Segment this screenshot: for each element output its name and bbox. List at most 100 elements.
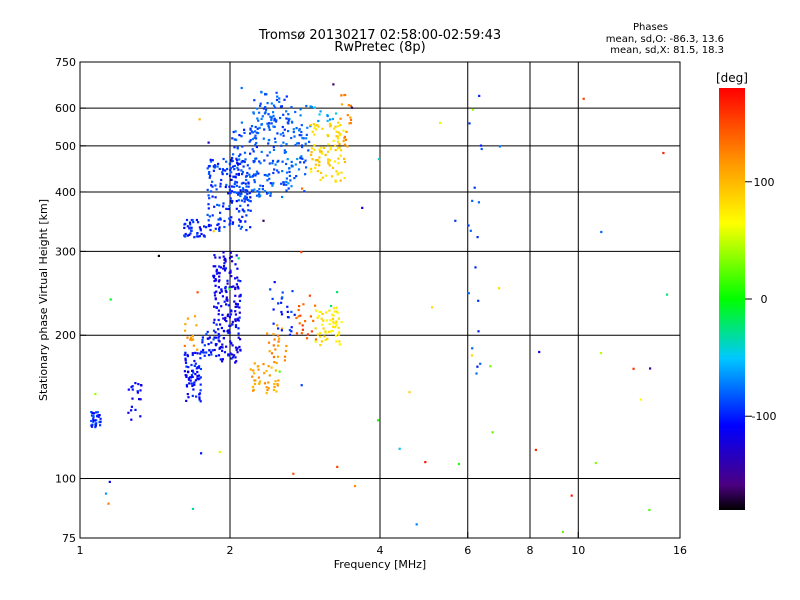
data-point: [249, 128, 252, 131]
data-point: [285, 143, 288, 146]
data-point: [302, 303, 305, 306]
data-point: [332, 314, 335, 317]
data-point: [209, 158, 212, 161]
data-point: [264, 111, 267, 114]
data-point: [196, 370, 199, 374]
data-point: [271, 162, 274, 165]
data-point: [212, 274, 215, 277]
data-point: [97, 415, 100, 418]
data-point: [256, 107, 259, 110]
data-point: [218, 226, 221, 229]
data-point: [235, 200, 238, 203]
data-point: [286, 305, 289, 308]
x-tick-label: 6: [464, 544, 471, 557]
data-point: [249, 132, 252, 135]
data-point: [194, 379, 197, 382]
data-point: [241, 145, 244, 148]
data-point: [431, 306, 434, 309]
data-point: [240, 161, 243, 164]
data-point: [276, 324, 279, 327]
data-point: [227, 207, 230, 211]
data-point: [281, 160, 284, 163]
data-point: [304, 320, 307, 323]
data-point: [306, 333, 309, 336]
data-point: [271, 183, 274, 186]
chart-title: Tromsø 20130217 02:58:00-02:59:43: [258, 28, 502, 43]
data-point: [238, 210, 241, 213]
data-point: [217, 332, 220, 336]
data-point: [343, 160, 346, 164]
data-point: [208, 197, 211, 200]
data-point: [234, 346, 238, 349]
data-point: [314, 128, 317, 131]
data-point: [241, 187, 245, 190]
data-point: [305, 133, 308, 136]
data-point: [248, 167, 251, 170]
data-point: [236, 347, 239, 350]
data-point: [265, 369, 268, 373]
data-point: [254, 130, 257, 133]
data-point: [319, 171, 323, 174]
data-point: [300, 384, 303, 387]
data-point: [211, 349, 214, 352]
data-point: [195, 235, 198, 238]
data-point: [224, 260, 227, 263]
data-point: [349, 122, 352, 125]
data-point: [293, 135, 296, 138]
data-point: [193, 364, 196, 367]
data-point: [320, 146, 323, 149]
data-point: [226, 172, 229, 176]
data-point: [217, 336, 220, 339]
data-point: [217, 318, 220, 322]
data-point: [287, 187, 290, 190]
data-point: [318, 164, 321, 167]
data-point: [236, 162, 239, 165]
data-point: [221, 313, 224, 316]
y-tick-label: 300: [55, 245, 76, 258]
data-point: [338, 340, 341, 343]
data-point: [238, 158, 241, 161]
data-point: [231, 221, 235, 224]
data-point: [238, 306, 241, 309]
data-point: [270, 366, 273, 369]
data-point: [297, 308, 300, 312]
data-point: [92, 414, 95, 417]
data-point: [236, 351, 239, 354]
data-point: [255, 145, 258, 149]
data-point: [338, 146, 341, 149]
data-point: [197, 221, 200, 224]
data-point: [222, 205, 225, 208]
data-point: [225, 160, 228, 163]
data-point: [287, 130, 290, 133]
data-point: [467, 292, 470, 295]
data-point: [214, 279, 217, 282]
data-point: [312, 319, 315, 322]
data-point: [279, 105, 283, 108]
data-point: [319, 110, 322, 113]
data-point: [208, 171, 211, 174]
data-point: [223, 258, 226, 261]
data-point: [200, 350, 203, 353]
data-point: [253, 362, 256, 365]
data-point: [210, 184, 213, 187]
data-point: [285, 171, 289, 174]
data-point: [245, 185, 248, 188]
data-point: [199, 228, 202, 231]
data-point: [223, 262, 226, 265]
data-point: [226, 313, 230, 316]
data-point: [198, 365, 201, 368]
data-point: [228, 331, 231, 334]
data-point: [190, 338, 194, 342]
data-point: [245, 229, 248, 232]
data-point: [234, 356, 237, 359]
data-point: [309, 315, 312, 318]
data-point: [277, 327, 280, 330]
data-point: [234, 130, 237, 133]
data-point: [470, 354, 474, 357]
data-point: [276, 169, 279, 172]
data-point: [283, 181, 286, 184]
data-point: [283, 98, 286, 101]
data-point: [272, 104, 276, 107]
data-point: [223, 267, 226, 270]
data-point: [337, 317, 340, 320]
